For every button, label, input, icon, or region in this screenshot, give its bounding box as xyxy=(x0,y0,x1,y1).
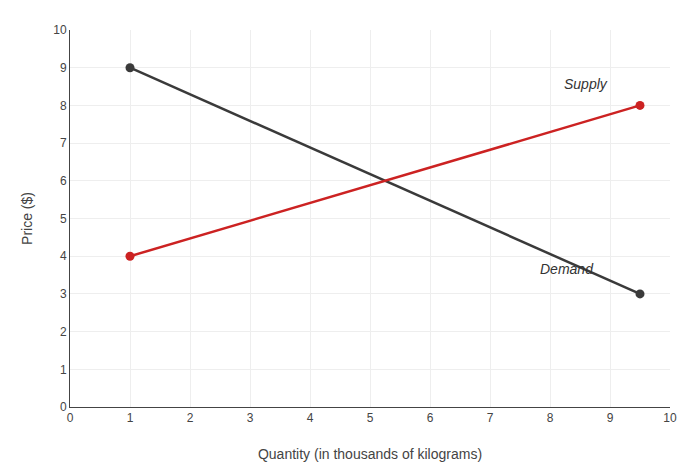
svg-text:5: 5 xyxy=(60,212,67,226)
svg-text:10: 10 xyxy=(663,411,677,425)
svg-text:4: 4 xyxy=(60,249,67,263)
svg-text:7: 7 xyxy=(60,136,67,150)
svg-text:6: 6 xyxy=(427,411,434,425)
svg-text:5: 5 xyxy=(367,411,374,425)
svg-text:0: 0 xyxy=(60,400,67,414)
svg-text:6: 6 xyxy=(60,174,67,188)
svg-text:2: 2 xyxy=(187,411,194,425)
svg-text:2: 2 xyxy=(60,325,67,339)
svg-text:4: 4 xyxy=(307,411,314,425)
svg-text:1: 1 xyxy=(127,411,134,425)
svg-text:9: 9 xyxy=(60,61,67,75)
svg-text:1: 1 xyxy=(60,363,67,377)
svg-text:7: 7 xyxy=(487,411,494,425)
svg-text:3: 3 xyxy=(247,411,254,425)
svg-text:0: 0 xyxy=(67,411,74,425)
svg-text:8: 8 xyxy=(60,99,67,113)
svg-text:Price ($): Price ($) xyxy=(19,192,35,245)
svg-text:8: 8 xyxy=(547,411,554,425)
svg-text:3: 3 xyxy=(60,287,67,301)
svg-text:Supply: Supply xyxy=(564,76,608,92)
svg-text:10: 10 xyxy=(53,23,67,37)
svg-text:Demand: Demand xyxy=(540,261,594,277)
svg-text:9: 9 xyxy=(607,411,614,425)
svg-text:Quantity (in thousands of kilo: Quantity (in thousands of kilograms) xyxy=(258,446,482,462)
